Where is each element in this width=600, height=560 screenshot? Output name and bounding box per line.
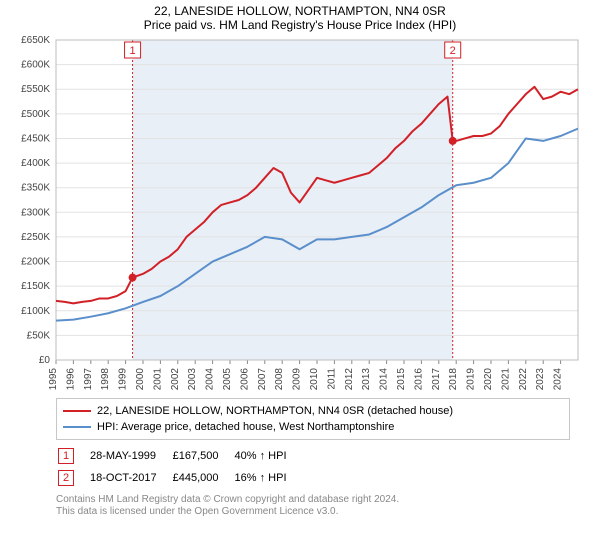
tx-date: 18-OCT-2017 — [90, 468, 171, 488]
legend-swatch — [63, 410, 91, 412]
legend: 22, LANESIDE HOLLOW, NORTHAMPTON, NN4 0S… — [56, 398, 570, 440]
svg-text:2012: 2012 — [344, 368, 355, 391]
svg-text:2016: 2016 — [413, 368, 424, 391]
svg-text:£400K: £400K — [21, 158, 50, 169]
svg-text:£250K: £250K — [21, 232, 50, 243]
footer-line: Contains HM Land Registry data © Crown c… — [56, 494, 570, 506]
chart-header: 22, LANESIDE HOLLOW, NORTHAMPTON, NN4 0S… — [0, 0, 600, 34]
svg-text:£500K: £500K — [21, 109, 50, 120]
tx-price: £167,500 — [173, 446, 233, 466]
svg-text:2006: 2006 — [239, 368, 250, 391]
svg-text:2024: 2024 — [553, 368, 564, 391]
transaction-table: 1 28-MAY-1999 £167,500 40% ↑ HPI 2 18-OC… — [56, 444, 303, 490]
legend-item-hpi: HPI: Average price, detached house, West… — [63, 419, 563, 435]
svg-text:2020: 2020 — [483, 368, 494, 391]
svg-text:1995: 1995 — [48, 368, 59, 391]
header-address: 22, LANESIDE HOLLOW, NORTHAMPTON, NN4 0S… — [0, 4, 600, 18]
svg-text:2: 2 — [450, 45, 456, 57]
svg-text:£100K: £100K — [21, 306, 50, 317]
svg-text:2019: 2019 — [466, 368, 477, 391]
svg-text:£450K: £450K — [21, 133, 50, 144]
svg-text:2018: 2018 — [448, 368, 459, 391]
svg-text:2001: 2001 — [152, 368, 163, 391]
price-chart: £0 £50K £100K £150K £200K £250K £300K £350K £400… — [0, 34, 600, 394]
svg-text:2005: 2005 — [222, 368, 233, 391]
svg-text:2014: 2014 — [379, 368, 390, 391]
svg-text:£50K: £50K — [27, 330, 51, 341]
svg-text:2002: 2002 — [170, 368, 181, 391]
svg-text:2022: 2022 — [518, 368, 529, 391]
header-subtitle: Price paid vs. HM Land Registry's House … — [0, 18, 600, 32]
svg-text:£650K: £650K — [21, 35, 50, 46]
table-row: 1 28-MAY-1999 £167,500 40% ↑ HPI — [58, 446, 301, 466]
svg-text:1997: 1997 — [83, 368, 94, 391]
legend-item-property: 22, LANESIDE HOLLOW, NORTHAMPTON, NN4 0S… — [63, 403, 563, 419]
svg-text:£200K: £200K — [21, 257, 50, 268]
svg-text:2017: 2017 — [431, 368, 442, 391]
svg-text:2021: 2021 — [500, 368, 511, 391]
tx-date: 28-MAY-1999 — [90, 446, 171, 466]
svg-text:1998: 1998 — [100, 368, 111, 391]
tx-delta: 40% ↑ HPI — [235, 446, 301, 466]
svg-text:£300K: £300K — [21, 207, 50, 218]
svg-text:1996: 1996 — [65, 368, 76, 391]
legend-swatch — [63, 426, 91, 428]
svg-text:2023: 2023 — [535, 368, 546, 391]
svg-text:2008: 2008 — [274, 368, 285, 391]
svg-text:£550K: £550K — [21, 84, 50, 95]
svg-text:£350K: £350K — [21, 183, 50, 194]
svg-text:2013: 2013 — [361, 368, 372, 391]
table-row: 2 18-OCT-2017 £445,000 16% ↑ HPI — [58, 468, 301, 488]
svg-text:2011: 2011 — [326, 368, 337, 390]
svg-text:2007: 2007 — [257, 368, 268, 391]
svg-text:2000: 2000 — [135, 368, 146, 391]
svg-text:2009: 2009 — [292, 368, 303, 391]
marker-box: 1 — [58, 448, 74, 464]
svg-text:2010: 2010 — [309, 368, 320, 391]
svg-text:2004: 2004 — [205, 368, 216, 391]
svg-text:£0: £0 — [39, 355, 51, 366]
svg-text:2003: 2003 — [187, 368, 198, 391]
svg-text:1999: 1999 — [118, 368, 129, 391]
footer-line: This data is licensed under the Open Gov… — [56, 506, 570, 518]
legend-label: 22, LANESIDE HOLLOW, NORTHAMPTON, NN4 0S… — [97, 403, 453, 419]
svg-text:1: 1 — [129, 45, 135, 57]
legend-label: HPI: Average price, detached house, West… — [97, 419, 394, 435]
svg-text:£150K: £150K — [21, 281, 50, 292]
tx-price: £445,000 — [173, 468, 233, 488]
footer: Contains HM Land Registry data © Crown c… — [56, 494, 570, 518]
svg-text:£600K: £600K — [21, 60, 50, 71]
tx-delta: 16% ↑ HPI — [235, 468, 301, 488]
marker-box: 2 — [58, 470, 74, 486]
svg-text:2015: 2015 — [396, 368, 407, 391]
